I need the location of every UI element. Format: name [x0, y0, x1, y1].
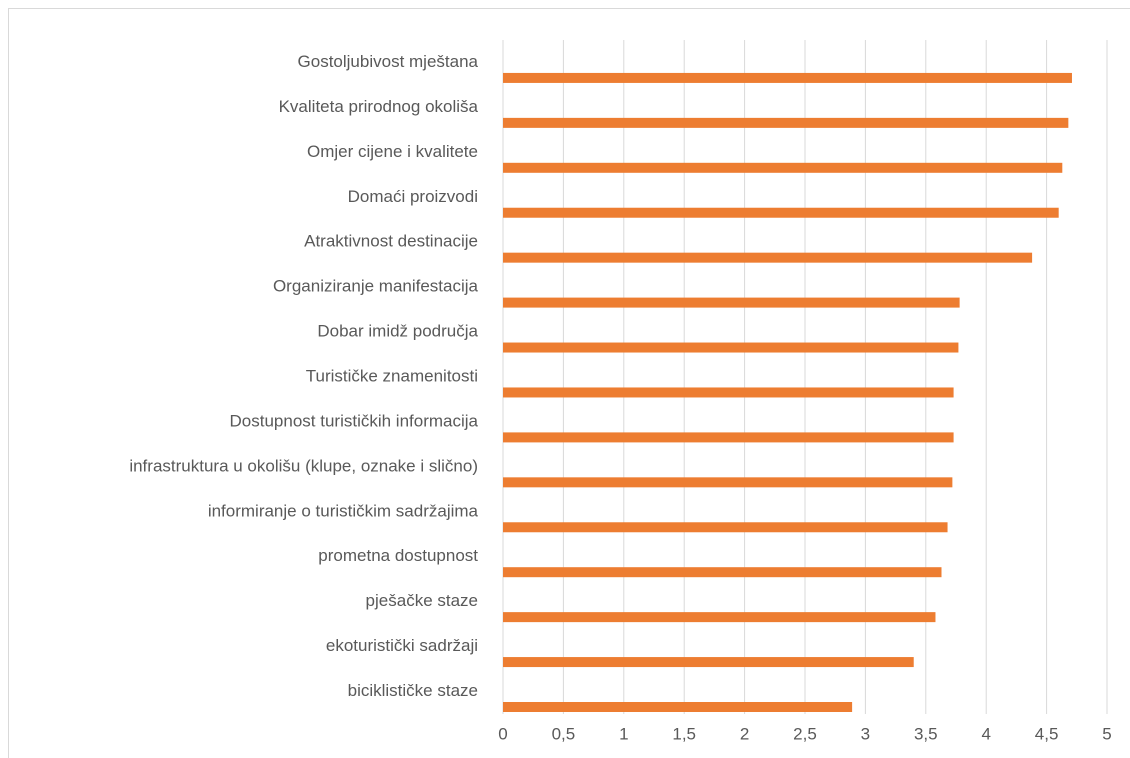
x-tick-label: 2,5 [793, 724, 817, 743]
x-tick-label: 0 [498, 724, 507, 743]
y-tick-label: ekoturistički sadržaji [326, 636, 478, 655]
bar [503, 657, 914, 668]
bar [503, 612, 936, 623]
y-tick-label: pješačke staze [366, 591, 478, 610]
x-tick-label: 1 [619, 724, 628, 743]
y-tick-label: Dostupnost turističkih informacija [230, 411, 479, 430]
y-tick-label: Gostoljubivost mještana [298, 52, 479, 71]
bar [503, 477, 953, 488]
y-tick-label: Kvaliteta prirodnog okoliša [279, 97, 479, 116]
x-tick-label: 2 [740, 724, 749, 743]
y-tick-label: infrastruktura u okolišu (klupe, oznake … [129, 456, 478, 475]
bar [503, 162, 1063, 173]
y-tick-label: prometna dostupnost [318, 546, 478, 565]
y-tick-label: Domaći proizvodi [348, 187, 478, 206]
bar [503, 207, 1059, 218]
x-tick-label: 4 [981, 724, 990, 743]
bar [503, 72, 1072, 83]
y-tick-label: Turističke znamenitosti [306, 366, 478, 385]
x-tick-label: 5 [1102, 724, 1111, 743]
x-tick-label: 3 [861, 724, 870, 743]
x-tick-label: 1,5 [672, 724, 696, 743]
bar [503, 387, 954, 398]
y-tick-label: Atraktivnost destinacije [304, 232, 478, 251]
bar [503, 252, 1033, 263]
y-tick-label: informiranje o turističkim sadržajima [208, 501, 479, 520]
y-tick-label: Organiziranje manifestacija [273, 277, 479, 296]
x-tick-label: 0,5 [552, 724, 576, 743]
bar [503, 117, 1069, 128]
chart-frame [8, 8, 1130, 758]
x-tick-label: 4,5 [1035, 724, 1059, 743]
bar [503, 522, 948, 533]
x-tick-label: 3,5 [914, 724, 938, 743]
y-tick-label: Omjer cijene i kvalitete [307, 142, 478, 161]
y-tick-label: Dobar imidž područja [317, 322, 478, 341]
bar [503, 432, 954, 443]
bar [503, 342, 959, 353]
bar [503, 702, 853, 712]
bar [503, 567, 942, 578]
y-tick-label: biciklističke staze [348, 681, 478, 700]
bar [503, 297, 960, 308]
